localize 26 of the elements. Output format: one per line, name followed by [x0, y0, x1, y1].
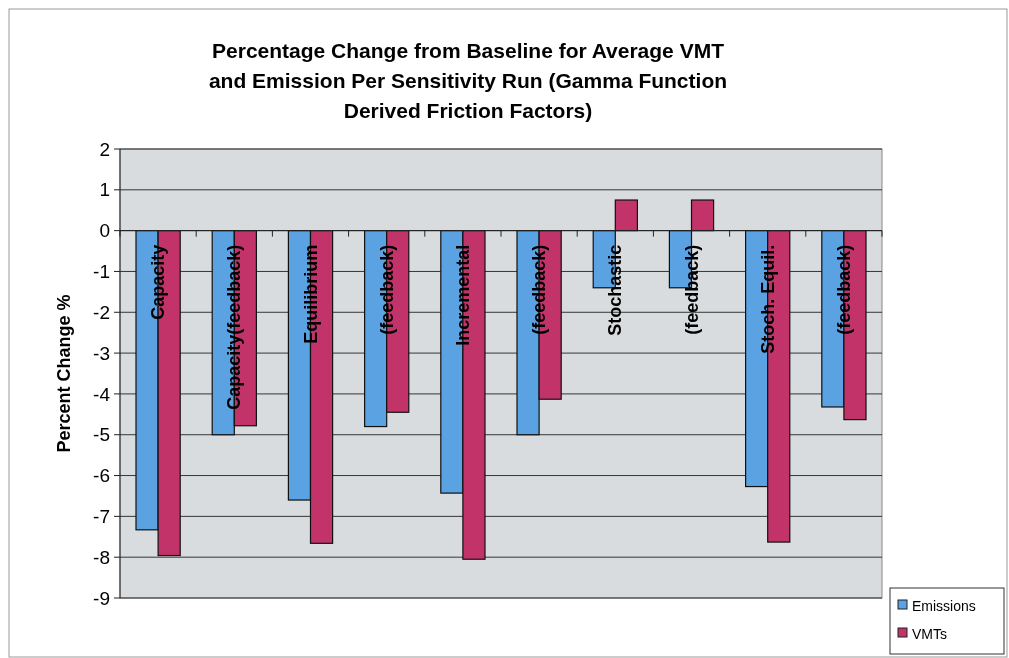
y-tick-label: -5: [93, 424, 110, 446]
y-tick-label: -8: [93, 546, 110, 568]
y-tick-label: 1: [99, 179, 110, 201]
x-tick-label: Stochastic: [605, 244, 626, 336]
x-tick-label: Incremental: [452, 244, 473, 346]
y-tick-label: -9: [93, 587, 110, 609]
y-axis-title: Percent Change %: [54, 294, 74, 453]
legend-label: Emissions: [912, 597, 976, 614]
x-tick-label: (feedback): [681, 244, 702, 335]
y-tick-label: -1: [93, 261, 110, 283]
y-tick-label: -2: [93, 301, 110, 323]
y-tick-label: -3: [93, 342, 110, 364]
legend-label: VMTs: [912, 625, 947, 642]
x-tick-label: Equilibrium: [300, 244, 321, 344]
y-tick-label: -7: [93, 506, 110, 528]
chart-title: Percentage Change from Baseline for Average VMT and Emission Per Sensitivity Run (Gamma Function Derived Friction Factors): [208, 39, 728, 122]
x-tick-label: (feedback): [376, 244, 397, 335]
x-tick-label: Capacity(feedback): [224, 244, 245, 410]
y-tick-label: -6: [93, 465, 110, 487]
y-tick-label: -4: [93, 383, 111, 405]
x-tick-label: Stoch. Equil.: [757, 244, 778, 354]
y-tick-label: 2: [99, 138, 110, 160]
x-tick-label: (feedback): [833, 244, 854, 335]
x-tick-label: (feedback): [529, 244, 550, 335]
y-tick-label: 0: [99, 220, 110, 242]
x-tick-label: Capacity: [148, 244, 169, 320]
